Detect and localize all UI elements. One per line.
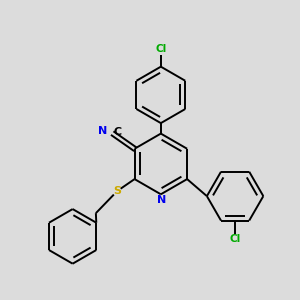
Text: N: N: [157, 196, 166, 206]
Text: S: S: [113, 186, 122, 196]
Text: Cl: Cl: [155, 44, 166, 54]
Text: Cl: Cl: [230, 234, 241, 244]
Text: N: N: [98, 126, 107, 136]
Text: C: C: [114, 127, 122, 137]
